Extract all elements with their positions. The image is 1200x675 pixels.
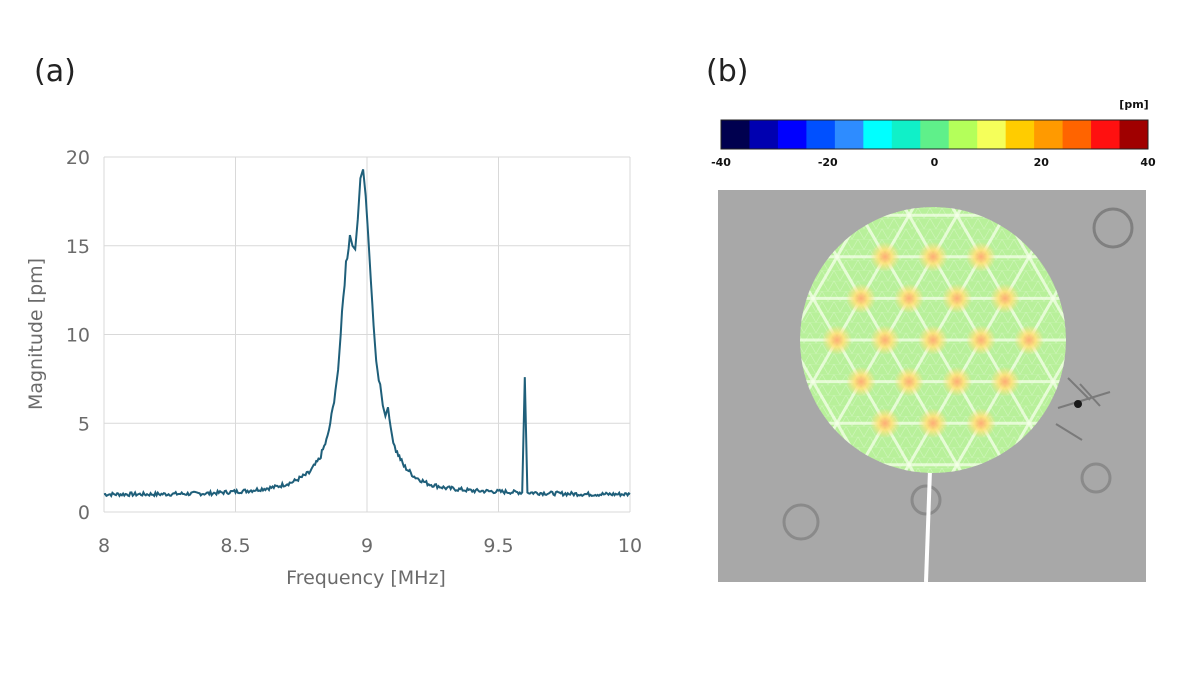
y-tick-label: 15 [66,236,90,258]
x-tick-label: 9.5 [483,535,513,557]
hotspot [846,283,876,314]
hotspot [918,241,948,272]
colorbar-cell [891,120,921,149]
colorbar-tick-label: 0 [931,156,939,169]
chart-a-frequency-response: 0 5 10 15 20 8 8.5 9 9.5 10 Frequency [MHz] Magn… [25,147,642,589]
chart-a-x-axis-label: Frequency [MHz] [286,567,446,589]
lattice-line [349,0,749,675]
colorbar-frame [720,119,1149,150]
hotspot [894,283,924,314]
hotspot [846,366,876,397]
y-tick-label: 0 [78,502,90,524]
hotspot [966,241,996,272]
colorbar-cell [1034,120,1064,149]
membrane-disk [349,0,1066,675]
hotspot [870,408,900,439]
colorbar-cell [1062,120,1092,149]
microscope-image [349,0,1146,675]
colorbar-cell [977,120,1007,149]
hotspot [966,408,996,439]
x-tick-label: 9 [361,535,373,557]
electrode-lead [924,469,932,582]
panel-a-label: (a) [34,54,76,89]
hotspot [990,366,1020,397]
chart-a-y-ticks: 0 5 10 15 20 [66,147,90,524]
colorbar-cell [806,120,836,149]
hotspot [822,325,852,355]
colorbar [720,119,1149,150]
dark-particle [1074,400,1082,408]
colorbar-cell [1005,120,1035,149]
colorbar-ticks: -40 -20 0 20 40 [711,156,1156,169]
colorbar-tick-label: 20 [1034,156,1050,169]
hotspot [966,325,996,355]
colorbar-cell [777,120,807,149]
debris-ring [782,503,820,541]
x-tick-label: 8.5 [220,535,250,557]
hotspot [870,325,900,355]
hotspot [918,408,948,439]
debris-ring [1092,207,1134,249]
colorbar-cell [721,120,750,149]
chart-a-gridlines [103,156,631,513]
hotspot [990,283,1020,314]
y-tick-label: 10 [66,325,90,347]
colorbar-cell [1091,120,1121,149]
colorbar-cell [863,120,893,149]
hotspot [870,241,900,272]
colorbar-cell [948,120,978,149]
lattice-line [349,0,749,675]
x-tick-label: 8 [98,535,110,557]
chart-a-x-ticks: 8 8.5 9 9.5 10 [98,535,642,557]
chart-a-y-axis-label: Magnitude [pm] [25,258,47,410]
colorbar-cell [1119,120,1149,149]
hotspot [942,366,972,397]
chart-a-series-line [103,169,631,499]
colorbar-cell [920,120,950,149]
x-tick-label: 10 [618,535,642,557]
colorbar-cell [749,120,779,149]
hotspot [942,283,972,314]
hotspot [918,325,948,355]
y-tick-label: 5 [78,413,90,435]
hotspot [894,366,924,397]
y-tick-label: 20 [66,147,90,169]
colorbar-cell [834,120,864,149]
colorbar-tick-label: -20 [818,156,838,169]
colorbar-tick-label: -40 [711,156,731,169]
scratch-mark [1055,377,1111,441]
debris-ring [1080,462,1112,494]
hotspots [822,241,1044,439]
colorbar-unit: [pm] [1119,98,1148,111]
debris-ring [910,484,942,516]
panel-b-label: (b) [706,54,749,89]
colorbar-tick-label: 40 [1140,156,1156,169]
hotspot [1014,325,1044,355]
